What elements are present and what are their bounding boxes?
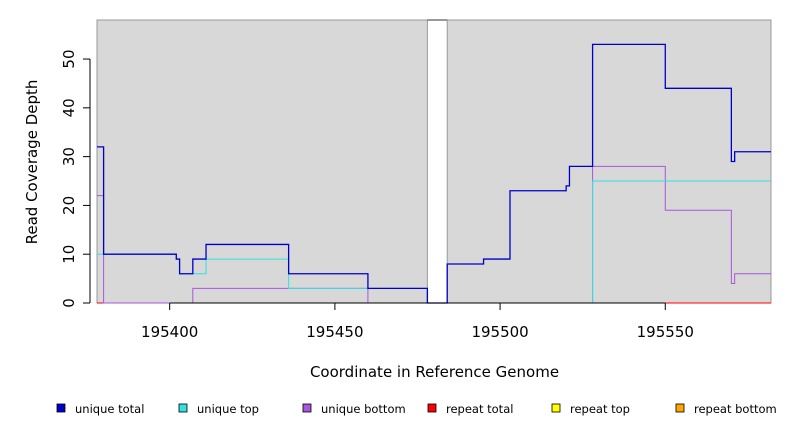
legend: unique total unique top unique bottom repea… [56, 402, 777, 416]
legend-label: repeat bottom [694, 402, 777, 416]
legend-swatch [302, 403, 312, 413]
x-tick-label: 195400 [141, 323, 198, 341]
legend-swatch [427, 403, 437, 413]
y-tick-label: 10 [60, 245, 78, 264]
legend-swatch [178, 403, 188, 413]
y-axis-title: Read Coverage Depth [23, 80, 41, 245]
y-axis: 0 10 20 30 40 50 [60, 49, 91, 308]
y-tick-label: 20 [60, 196, 78, 215]
legend-label: unique bottom [321, 402, 406, 416]
plot-area [96, 19, 772, 304]
x-tick-label: 195450 [306, 323, 363, 341]
legend-label: unique total [75, 402, 144, 416]
legend-label: unique top [197, 402, 259, 416]
x-tick-label: 195550 [637, 323, 694, 341]
legend-label: repeat top [570, 402, 630, 416]
y-tick-label: 50 [60, 49, 78, 68]
x-axis-title: Coordinate in Reference Genome [310, 363, 559, 381]
y-tick-label: 30 [60, 147, 78, 166]
plot-background-right [446, 19, 772, 304]
x-tick-label: 195500 [471, 323, 528, 341]
series-line-unique-total [97, 43, 771, 304]
legend-swatch [551, 403, 561, 413]
x-axis: 195400 195450 195500 195550 [141, 302, 694, 341]
y-tick-label: 40 [60, 98, 78, 117]
y-tick-label: 0 [60, 298, 78, 308]
legend-swatch [56, 403, 66, 413]
legend-swatch [675, 403, 685, 413]
plot-background-left [96, 19, 428, 304]
legend-label: repeat total [446, 402, 513, 416]
